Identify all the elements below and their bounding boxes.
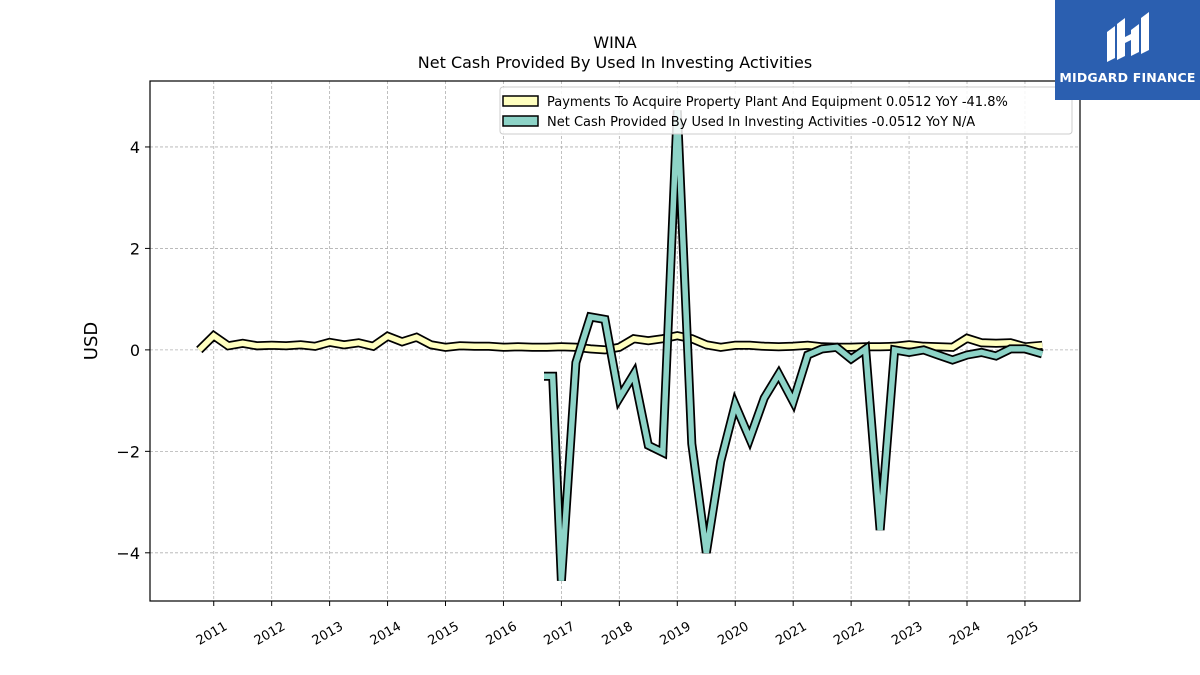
x-tick-label: 2012 [252,619,288,649]
x-tick-label: 2016 [484,619,520,649]
midgard-finance-logo: MIDGARD FINANCE [1055,0,1200,100]
x-tick-label: 2024 [947,619,983,649]
chart-subtitle: Net Cash Provided By Used In Investing A… [418,53,812,72]
x-tick-label: 2017 [542,619,578,649]
x-tick-label: 2013 [310,619,346,649]
legend-swatch [502,95,539,107]
grid-lines [150,81,1080,601]
x-tick-label: 2023 [889,619,925,649]
y-axis-label: USD [81,322,102,360]
x-tick-label: 2018 [600,619,636,649]
y-tick-label: 4 [130,138,140,157]
x-axis: 2011 2012 2013 2014 2015 2016 2017 2018 2019 2020… [194,601,1041,649]
y-tick-label: −2 [116,442,140,461]
x-tick-label: 2019 [657,619,693,649]
y-axis: −4 −2 0 2 4 [116,138,150,563]
legend-swatch [502,115,539,127]
midgard-m-icon [1107,12,1149,62]
logo-wordmark: MIDGARD FINANCE [1059,70,1196,85]
plot-frame [149,80,1081,602]
x-tick-label: 2022 [831,619,867,649]
x-tick-label: 2021 [773,619,809,649]
legend-label: Payments To Acquire Property Plant And E… [547,95,1008,110]
y-tick-label: −4 [116,544,140,563]
series-1-line [544,110,1044,581]
y-tick-label: 2 [130,239,140,258]
series-0-line [197,332,1043,353]
x-tick-label: 2014 [368,619,404,649]
x-tick-label: 2011 [194,619,230,649]
series-layer [196,110,1044,581]
x-tick-label: 2015 [426,619,462,649]
chart-title: WINA [593,33,637,52]
legend-frame [499,86,1073,135]
y-tick-label: 0 [130,341,140,360]
legend-label: Net Cash Provided By Used In Investing A… [547,115,975,130]
x-tick-label: 2025 [1005,619,1041,649]
legend: Payments To Acquire Property Plant And E… [499,86,1073,135]
x-tick-label: 2020 [715,619,751,649]
